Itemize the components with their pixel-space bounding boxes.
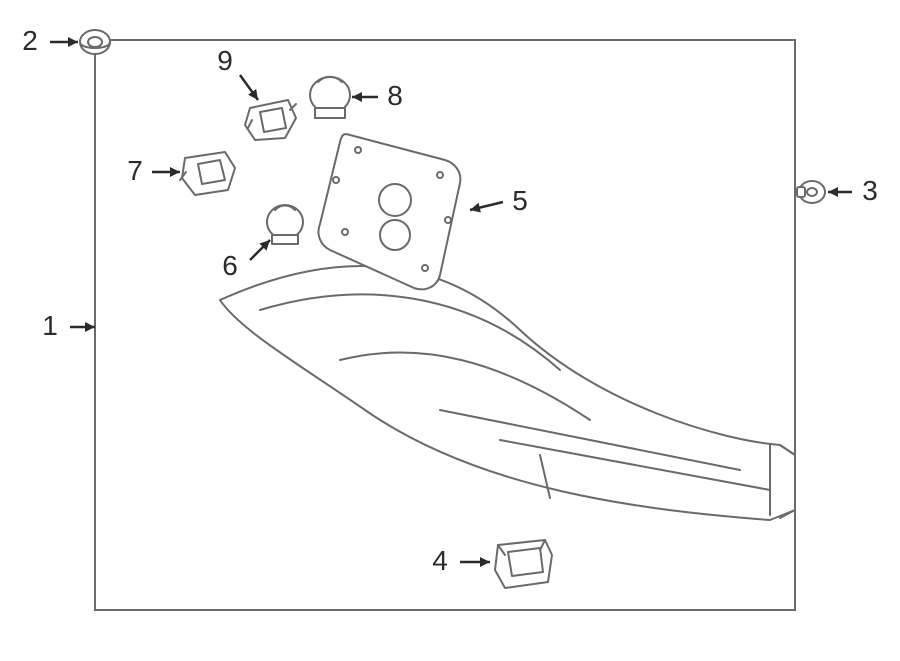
callout-arrowhead-2 [68,37,78,47]
callout-label-7: 7 [127,155,143,186]
callout-label-1: 1 [42,310,58,341]
part-socket-7 [180,152,235,195]
callout-label-5: 5 [512,185,528,216]
callout-arrowhead-8 [352,92,362,102]
callout-arrowhead-3 [828,187,838,197]
callout-label-4: 4 [432,545,448,576]
part-lens-1 [220,266,795,520]
part-clip-2 [80,30,110,54]
callout-arrowhead-5 [470,203,481,213]
callout-label-2: 2 [22,25,38,56]
part-bracket-4 [495,540,552,588]
part-socket-9 [245,100,296,140]
callout-label-8: 8 [387,80,403,111]
callout-label-9: 9 [217,45,233,76]
callout-label-3: 3 [862,175,878,206]
part-clip-3 [797,181,825,203]
callout-arrowhead-7 [170,167,180,177]
parts-diagram: 1 2 3 4 5 6 7 8 9 [0,0,900,661]
part-bulb-8 [310,77,350,118]
callout-label-6: 6 [222,250,238,281]
callout-arrowhead-1 [85,322,95,332]
callout-arrowhead-9 [248,89,258,100]
callout-arrowhead-4 [480,557,490,567]
part-bulb-6 [267,205,303,244]
